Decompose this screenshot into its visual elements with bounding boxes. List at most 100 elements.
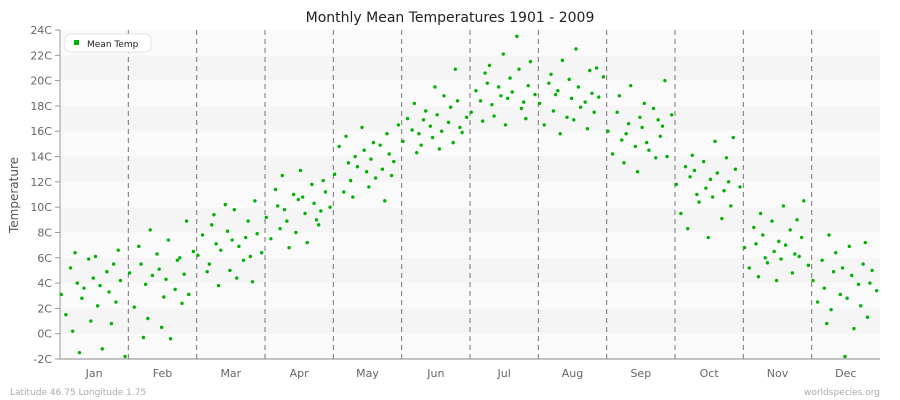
data-point xyxy=(446,120,451,125)
data-point xyxy=(305,240,309,245)
data-point xyxy=(701,159,706,164)
data-point xyxy=(688,175,692,179)
data-point xyxy=(528,59,533,64)
data-point xyxy=(674,182,678,187)
y-tick-label: 0C xyxy=(37,328,52,341)
data-point xyxy=(815,300,820,304)
data-point xyxy=(275,204,280,208)
data-point xyxy=(146,316,150,321)
data-point xyxy=(280,173,284,178)
data-point xyxy=(282,207,287,212)
data-point xyxy=(118,278,123,283)
data-point xyxy=(175,258,180,262)
data-point xyxy=(679,211,683,216)
data-point xyxy=(850,273,854,278)
data-point xyxy=(779,257,783,261)
data-point xyxy=(811,278,815,283)
data-point xyxy=(606,129,610,133)
data-point xyxy=(663,78,667,83)
y-tick-label: 10C xyxy=(30,201,52,214)
data-point xyxy=(763,256,767,260)
data-point xyxy=(166,238,171,242)
data-point xyxy=(533,92,537,97)
data-point xyxy=(241,258,246,262)
data-point xyxy=(802,199,806,203)
data-point xyxy=(633,144,638,149)
data-point xyxy=(517,67,521,71)
data-point xyxy=(396,123,401,127)
data-point xyxy=(651,106,656,111)
data-point xyxy=(458,125,462,130)
data-point xyxy=(501,52,505,56)
data-point xyxy=(695,192,699,197)
data-point xyxy=(296,197,300,202)
data-point xyxy=(187,292,191,297)
y-tick-label: 12C xyxy=(30,176,52,189)
data-point xyxy=(496,85,501,89)
y-tick-label: 22C xyxy=(30,49,52,62)
data-point xyxy=(424,109,428,113)
data-point xyxy=(107,290,111,294)
data-point xyxy=(638,115,642,120)
data-point xyxy=(856,282,861,287)
data-point xyxy=(697,200,701,204)
data-point xyxy=(825,321,829,326)
data-point xyxy=(556,89,560,93)
data-point xyxy=(781,204,786,208)
data-point xyxy=(421,118,426,122)
data-point xyxy=(761,233,765,237)
y-tick-label: -2C xyxy=(33,353,52,366)
data-point xyxy=(77,350,82,355)
data-point xyxy=(469,110,473,114)
legend: Mean Temp xyxy=(64,33,152,53)
data-point xyxy=(706,235,710,240)
data-point xyxy=(733,167,738,171)
x-tick-label: Feb xyxy=(153,367,172,380)
data-point xyxy=(742,245,747,250)
data-point xyxy=(342,190,346,194)
data-point xyxy=(207,262,212,266)
data-point xyxy=(182,272,186,276)
data-point xyxy=(150,273,155,278)
data-point xyxy=(385,132,389,136)
data-point xyxy=(143,282,148,287)
data-point xyxy=(565,115,569,120)
data-point xyxy=(490,102,494,107)
data-point xyxy=(799,235,804,240)
data-point xyxy=(647,148,651,152)
data-point xyxy=(797,254,801,259)
data-point xyxy=(168,337,173,341)
data-point xyxy=(859,304,863,308)
data-point xyxy=(401,139,405,144)
y-tick-label: 4C xyxy=(37,277,52,290)
data-point xyxy=(428,124,433,128)
data-point xyxy=(829,307,833,312)
data-point xyxy=(831,269,836,274)
data-point xyxy=(795,218,799,222)
data-point xyxy=(547,81,551,85)
data-point xyxy=(346,161,351,165)
data-point xyxy=(635,170,640,174)
data-point xyxy=(549,72,553,76)
data-point xyxy=(480,119,485,123)
data-point xyxy=(865,315,870,319)
data-point xyxy=(312,201,316,206)
data-point xyxy=(622,161,626,165)
data-point xyxy=(704,186,708,190)
data-point xyxy=(298,168,303,173)
data-point xyxy=(321,178,325,183)
data-point xyxy=(875,288,879,293)
y-tick-label: 16C xyxy=(30,125,52,138)
data-point xyxy=(777,239,781,244)
data-point xyxy=(783,243,788,247)
data-point xyxy=(708,177,713,182)
data-point xyxy=(164,277,168,281)
data-point xyxy=(316,223,321,227)
data-point xyxy=(827,233,831,237)
data-point xyxy=(214,242,218,246)
data-point xyxy=(610,152,615,156)
data-point xyxy=(617,94,622,98)
data-point xyxy=(754,242,758,246)
data-point xyxy=(770,219,774,223)
